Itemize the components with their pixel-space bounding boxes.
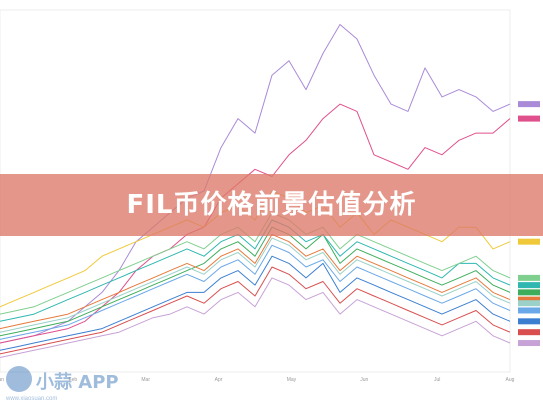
x-tick-label: Mar: [141, 377, 150, 383]
watermark: 小蒜 APP www.xiaosuan.com: [6, 364, 136, 402]
series-end-tag-7: [518, 296, 540, 303]
series-end-tag-3: [518, 238, 540, 245]
series-line-12: [0, 237, 511, 333]
series-line-5: [0, 255, 511, 351]
series-line-6: [0, 219, 511, 322]
series-end-tag-2: [518, 115, 540, 122]
series-line-4: [0, 226, 511, 337]
series-end-tag-4: [518, 289, 540, 296]
series-end-tag-11: [518, 329, 540, 336]
series-end-tag-6: [518, 282, 540, 289]
series-end-tag-8: [518, 340, 540, 347]
series-line-10: [0, 244, 511, 340]
x-tick-label: Jan: [0, 377, 4, 383]
brand-logo-icon: [6, 366, 32, 392]
x-tick-label: Jun: [360, 377, 368, 383]
series-end-tag-9: [518, 274, 540, 281]
x-tick-label: Feb: [69, 377, 78, 383]
series-end-tag-5: [518, 318, 540, 325]
x-tick-label: Apr: [215, 377, 223, 383]
series-line-7: [0, 233, 511, 330]
watermark-brand: 小蒜 APP: [36, 372, 119, 393]
x-tick-label: May: [287, 377, 297, 383]
series-end-tag-10: [518, 307, 540, 314]
series-line-8: [0, 277, 511, 358]
series-line-11: [0, 266, 511, 355]
series-end-tag-1: [518, 101, 540, 108]
x-tick-label: Jul: [434, 377, 440, 383]
title-banner: FIL币价格前景估值分析: [0, 174, 543, 236]
series-line-9: [0, 212, 511, 315]
series-line-2: [0, 103, 511, 344]
watermark-domain: www.xiaosuan.com: [6, 396, 58, 402]
x-tick-label: Aug: [506, 377, 515, 383]
banner-title: FIL币价格前景估值分析: [126, 190, 417, 220]
series-end-tag-12: [518, 300, 540, 307]
